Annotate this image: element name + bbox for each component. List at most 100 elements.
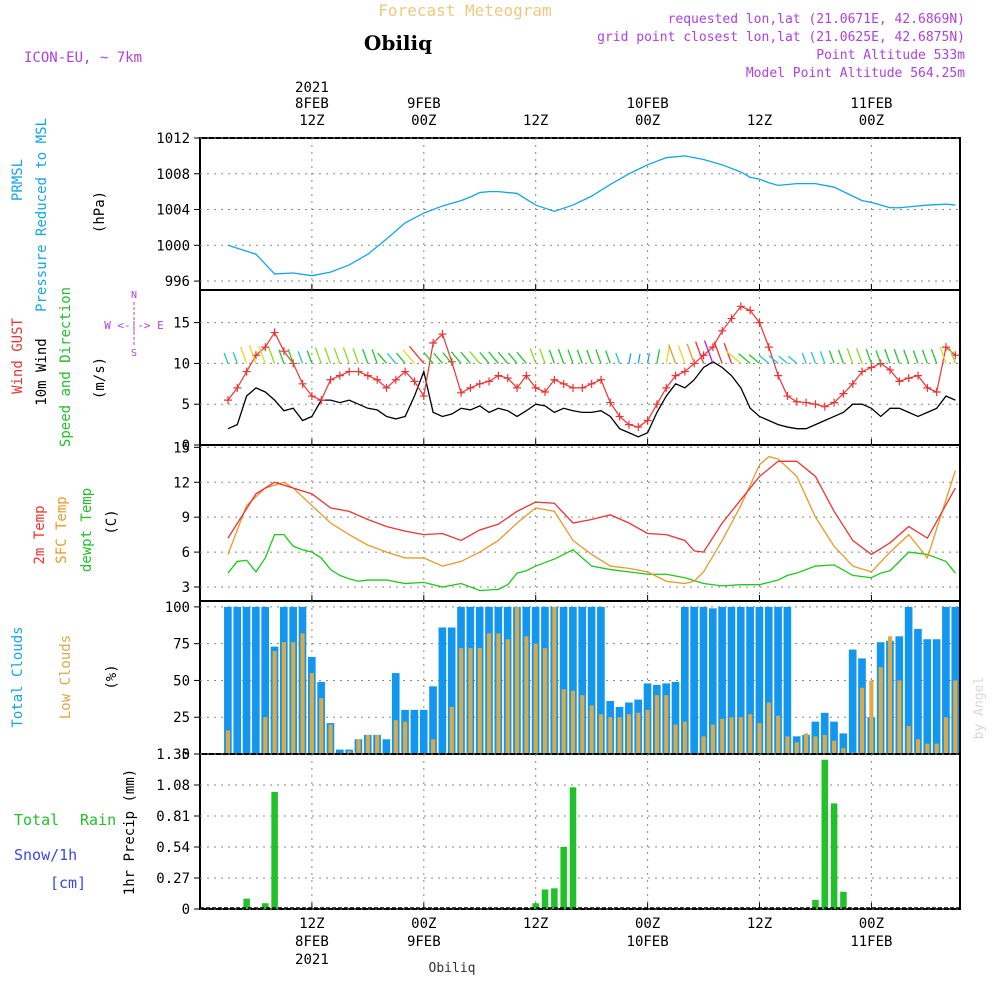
wind-direction-arrow bbox=[819, 351, 826, 364]
pressure-label-long: Pressure Reduced to MSL bbox=[34, 118, 50, 312]
wind-gust-point bbox=[391, 375, 400, 384]
low-cloud-bar bbox=[673, 724, 678, 754]
wind-gust-point bbox=[475, 379, 484, 388]
wind-gust-point bbox=[895, 377, 904, 386]
total-cloud-bar bbox=[559, 606, 568, 754]
wind-gust-point bbox=[652, 400, 661, 409]
low-cloud-bar bbox=[729, 717, 734, 754]
y-tick-label: 6 bbox=[182, 545, 190, 561]
wind-direction-arrow bbox=[362, 348, 369, 364]
wind-direction-arrow bbox=[268, 347, 276, 364]
wind-gust-point bbox=[223, 396, 232, 405]
wind-gust-point bbox=[867, 363, 876, 372]
temperature-panel: 3 6 9 12 15 bbox=[173, 440, 961, 602]
y-tick-label: 0.27 bbox=[156, 871, 190, 887]
wind-direction-arrow bbox=[306, 350, 313, 364]
wind-direction-arrow bbox=[893, 348, 900, 364]
precip-snow-label: Snow/1h bbox=[14, 846, 77, 864]
total-cloud-bar bbox=[764, 606, 773, 754]
compass-s: S bbox=[131, 348, 137, 359]
low-cloud-bar bbox=[319, 698, 324, 754]
bottom-axis-label: 12Z bbox=[299, 916, 324, 932]
wind-gust-point bbox=[830, 398, 839, 407]
wind-gust-point bbox=[363, 371, 372, 380]
top-axis-label: 00Z bbox=[859, 113, 884, 129]
requested-coords: requested lon,lat (21.0671E, 42.6869N) bbox=[668, 12, 965, 27]
wind-direction-arrow bbox=[875, 350, 882, 364]
wind-direction-arrow bbox=[637, 353, 641, 364]
wind-gust-point bbox=[746, 306, 755, 315]
wind-direction-arrow bbox=[605, 350, 611, 364]
wind-gust-point bbox=[373, 375, 382, 384]
precip-bar bbox=[532, 903, 539, 909]
wind-gust-point bbox=[447, 357, 456, 366]
total-cloud-bar bbox=[923, 639, 932, 754]
wind-direction-arrow bbox=[423, 351, 434, 364]
wind-gust-point bbox=[261, 343, 270, 352]
top-axis-label: 10FEB bbox=[627, 96, 669, 112]
wind-gust-point bbox=[410, 377, 419, 386]
y-tick-label: 0 bbox=[182, 902, 190, 918]
y-tick-label: 100 bbox=[165, 600, 190, 616]
low-cloud-bar bbox=[589, 705, 594, 754]
total-cloud-bar bbox=[904, 606, 913, 754]
low-cloud-bar bbox=[459, 648, 464, 754]
precip-bar bbox=[569, 787, 577, 909]
wind-gust-point bbox=[811, 400, 820, 409]
wind-gust-point bbox=[559, 379, 568, 388]
wind-direction-arrow bbox=[324, 347, 332, 364]
panel-frame bbox=[199, 444, 961, 602]
total-cloud-bar bbox=[736, 606, 745, 754]
wind-direction-arrow bbox=[665, 345, 670, 364]
wind-gust-point bbox=[531, 383, 540, 392]
low-cloud-bar bbox=[403, 721, 408, 754]
low-cloud-bar bbox=[328, 724, 333, 754]
low-cloud-bar bbox=[608, 717, 613, 754]
precip-bar bbox=[541, 889, 549, 909]
low-cloud-bar bbox=[943, 717, 949, 754]
low-cloud-bar bbox=[291, 642, 296, 754]
clouds-low-label: Low Clouds bbox=[58, 635, 74, 719]
wind-direction-arrow bbox=[433, 352, 443, 364]
wind-direction-arrow bbox=[787, 355, 798, 364]
low-cloud-bar bbox=[309, 673, 314, 754]
total-cloud-bar bbox=[914, 628, 922, 754]
low-cloud-bar bbox=[906, 726, 911, 754]
wind-gust-point bbox=[914, 371, 923, 380]
precip-bar bbox=[551, 888, 558, 909]
precip-snow-unit: [cm] bbox=[50, 874, 86, 892]
total-cloud-bar bbox=[335, 749, 344, 754]
wind-direction-arrow bbox=[646, 353, 651, 364]
wind-direction-arrow bbox=[703, 340, 714, 364]
wind-speed-line bbox=[227, 361, 956, 438]
wind-direction-arrow bbox=[377, 352, 388, 364]
wind-direction-arrow bbox=[801, 352, 807, 364]
wind-direction-arrow bbox=[768, 355, 779, 364]
low-cloud-bar bbox=[580, 695, 585, 754]
dewpoint-line bbox=[227, 533, 956, 592]
wind-unit: (m/s) bbox=[92, 357, 108, 399]
wind-gust-point bbox=[270, 328, 279, 337]
total-cloud-bar bbox=[942, 606, 950, 754]
sfc-temp-line bbox=[227, 455, 956, 585]
low-cloud-bar bbox=[710, 724, 715, 754]
low-cloud-bar bbox=[524, 636, 529, 754]
wind-gust-point bbox=[298, 379, 307, 388]
wind-direction-arrow bbox=[748, 354, 760, 364]
y-tick-label: 996 bbox=[165, 274, 190, 290]
low-cloud-bar bbox=[766, 702, 771, 754]
wind-gust-point bbox=[513, 383, 522, 392]
wind-gust-point bbox=[942, 343, 951, 352]
low-cloud-bar bbox=[878, 667, 883, 754]
wind-10m-label: 10m Wind bbox=[34, 338, 50, 405]
low-cloud-bar bbox=[347, 751, 352, 754]
temp-2m-label: 2m Temp bbox=[32, 505, 48, 564]
product-title: Forecast Meteogram bbox=[378, 1, 551, 20]
location-title: Obiliq bbox=[364, 31, 432, 55]
wind-direction-arrow bbox=[529, 348, 537, 364]
wind-direction-arrow bbox=[460, 351, 471, 364]
wind-gust-point bbox=[233, 383, 242, 392]
wind-gust-point bbox=[904, 374, 913, 383]
wind-direction-arrow bbox=[668, 344, 677, 364]
